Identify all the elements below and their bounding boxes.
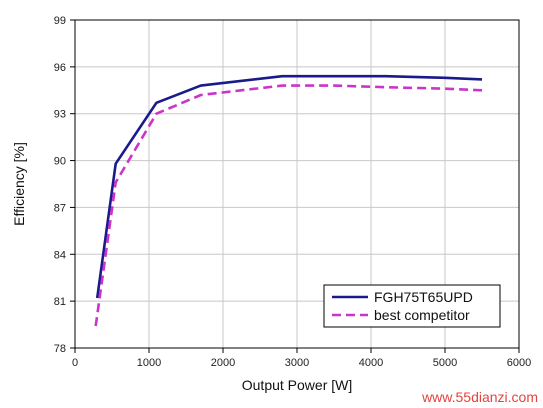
series-line-1 [95, 74, 483, 299]
x-axis-label: Output Power [W] [242, 377, 352, 393]
axis-ticks: 0 1000 2000 3000 4000 5000 6000 78 81 84 87 90 93 96 9… [54, 15, 531, 369]
y-tick-label: 84 [54, 249, 66, 261]
series-line-2 [94, 84, 483, 327]
y-tick-label: 96 [54, 62, 66, 74]
y-tick-label: 99 [54, 15, 66, 27]
x-tick-label: 3000 [285, 357, 309, 369]
legend-entry-1: FGH75T65UPD [374, 289, 473, 305]
y-tick-label: 93 [54, 109, 66, 121]
y-tick-label: 78 [54, 343, 66, 355]
x-tick-label: 0 [72, 357, 78, 369]
legend-entry-2: best competitor [374, 307, 470, 323]
watermark-text: www.55dianzi.com [421, 389, 538, 405]
x-tick-label: 1000 [137, 357, 161, 369]
grid [75, 20, 519, 348]
x-tick-label: 4000 [359, 357, 383, 369]
legend-box [323, 284, 501, 328]
y-tick-label: 90 [54, 156, 66, 168]
y-tick-label: 87 [54, 202, 66, 214]
x-tick-label: 5000 [433, 357, 457, 369]
x-tick-label: 6000 [507, 357, 531, 369]
y-axis-label: Efficiency [%] [11, 142, 27, 226]
x-tick-label: 2000 [211, 357, 235, 369]
legend: FGH75T65UPD best competitor [323, 284, 501, 328]
series-lines [94, 74, 483, 327]
y-tick-label: 81 [54, 296, 66, 308]
